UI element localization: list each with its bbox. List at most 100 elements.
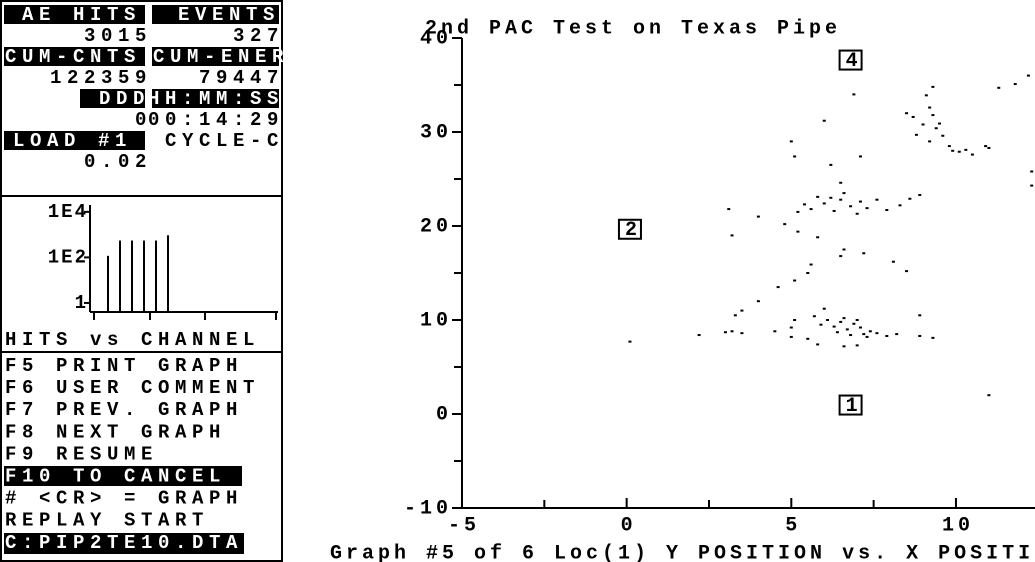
point	[842, 345, 846, 348]
point	[898, 204, 902, 207]
mini-y-tick-label: 1	[75, 292, 88, 314]
point	[934, 127, 938, 130]
point	[842, 248, 846, 251]
point	[849, 334, 853, 337]
point	[970, 153, 974, 156]
point	[1026, 74, 1030, 77]
label-bg	[4, 47, 145, 66]
menu-item: F10 TO CANCEL	[5, 466, 226, 488]
point	[816, 195, 820, 198]
point	[875, 198, 879, 201]
point	[928, 140, 932, 143]
status-label: DDD	[99, 88, 150, 110]
menu-item: REPLAY START	[5, 510, 209, 532]
point	[842, 317, 846, 320]
point	[816, 236, 820, 239]
point	[964, 148, 968, 151]
point	[938, 122, 941, 125]
menu-item: F7 PREV. GRAPH	[5, 399, 243, 421]
menu-item: F5 PRINT GRAPH	[5, 355, 243, 377]
point	[862, 333, 866, 336]
status-value: 327	[233, 25, 284, 47]
status-value: 00:14:29	[148, 109, 284, 131]
label-bg	[4, 131, 145, 150]
point	[957, 150, 961, 153]
point	[885, 209, 889, 212]
point	[789, 140, 793, 143]
status-label: EVENTS	[178, 4, 280, 26]
point	[845, 328, 849, 331]
panel-border	[0, 0, 283, 562]
label-bg	[80, 89, 145, 108]
point	[832, 325, 836, 328]
point	[783, 223, 787, 226]
point	[723, 331, 727, 334]
status-label: HH:MM:SS	[148, 88, 284, 110]
y-tick-label: -10	[404, 497, 452, 520]
annotation-box	[838, 394, 863, 416]
menu-highlight	[4, 466, 242, 486]
chart-title: 2nd PAC Test on Texas Pipe	[425, 17, 841, 40]
point	[756, 300, 760, 303]
point	[796, 230, 800, 233]
point	[918, 314, 922, 317]
status-value: CYCLE-C	[165, 130, 284, 152]
status-value: 79447	[199, 67, 284, 89]
point	[829, 163, 833, 166]
point	[918, 193, 922, 196]
point	[806, 337, 810, 340]
point	[941, 134, 945, 137]
point	[914, 133, 918, 136]
point	[822, 307, 826, 310]
point	[997, 86, 1001, 89]
point	[773, 330, 777, 333]
point	[865, 335, 869, 338]
status-label: CUM-CNTS	[5, 46, 141, 68]
point	[855, 319, 859, 321]
point	[727, 208, 731, 211]
point	[858, 200, 862, 203]
annotation: 2	[625, 219, 637, 242]
status-label: LOAD #1	[13, 130, 132, 152]
point	[855, 344, 859, 347]
point	[819, 323, 823, 326]
point	[1030, 170, 1034, 173]
point	[858, 326, 862, 329]
point	[858, 155, 862, 158]
point	[789, 326, 793, 329]
point	[812, 315, 816, 318]
menu-item: C:PIP2TE10.DTA	[5, 532, 243, 554]
point	[793, 319, 797, 321]
mini-bar	[155, 240, 157, 312]
point	[802, 203, 806, 206]
point	[628, 340, 632, 343]
point	[796, 210, 800, 213]
point	[842, 192, 846, 195]
point	[832, 209, 836, 212]
point	[928, 106, 932, 109]
point	[829, 196, 833, 199]
point	[733, 314, 737, 317]
point	[793, 279, 797, 282]
point	[730, 234, 734, 237]
point	[839, 181, 843, 184]
point	[730, 330, 734, 333]
point	[839, 320, 843, 323]
y-tick-label: 40	[420, 27, 452, 50]
status-label: CUM-ENER	[153, 46, 289, 68]
point	[931, 114, 935, 117]
mini-chart-title: HITS vs CHANNEL	[5, 329, 260, 351]
point	[740, 309, 744, 312]
point	[826, 319, 830, 321]
x-tick-label: 5	[785, 514, 801, 537]
y-tick-label: 20	[420, 215, 452, 238]
status-value: 0.02	[84, 151, 152, 173]
point	[852, 93, 856, 96]
x-axis-label: Graph #5 of 6 Loc(1) Y POSITION vs. X PO…	[330, 542, 1034, 562]
y-tick-label: 10	[420, 309, 452, 332]
point	[918, 334, 922, 337]
point	[852, 322, 856, 325]
point	[839, 255, 843, 258]
point	[911, 115, 915, 118]
